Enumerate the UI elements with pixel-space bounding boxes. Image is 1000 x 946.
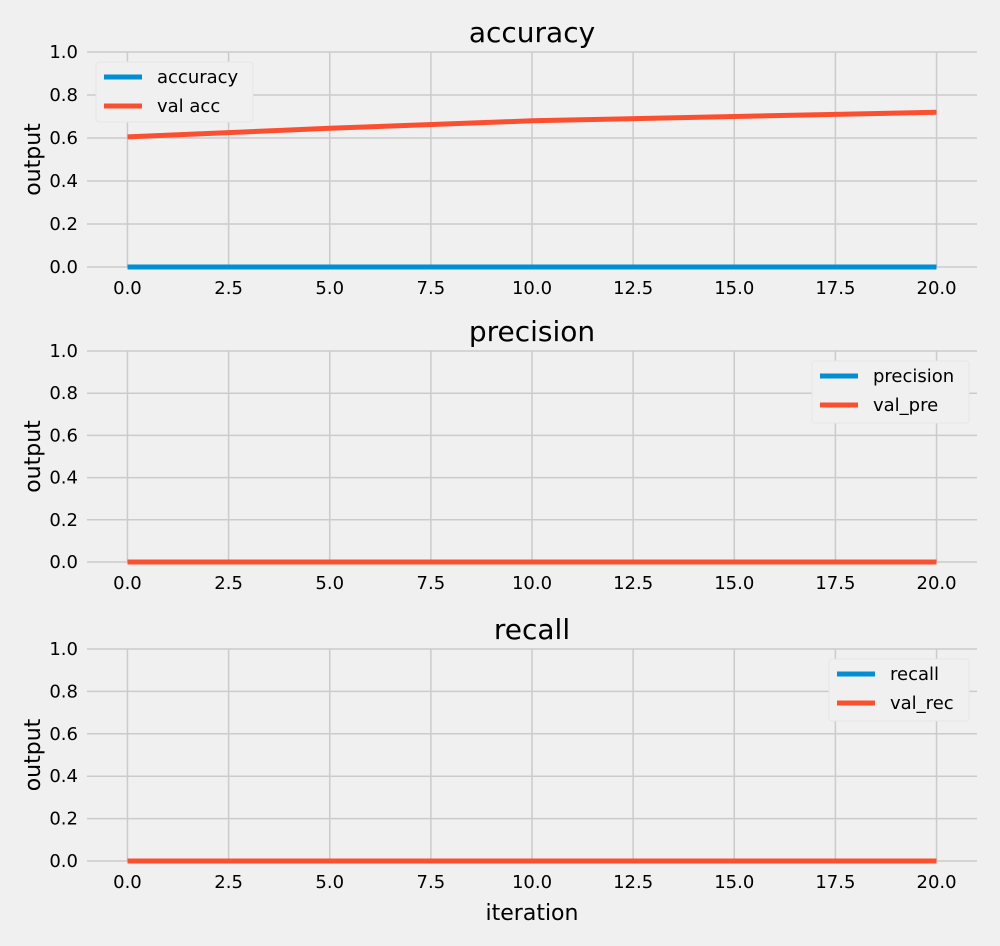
y-axis-label: output [21,123,46,196]
legend-label: val_rec [890,693,954,714]
y-axis-label: output [21,718,46,791]
x-tick-label: 20.0 [917,573,957,594]
x-tick-label: 15.0 [714,872,754,893]
legend-label: accuracy [157,67,239,88]
series-line-val-acc [127,109,937,140]
x-tick-label: 5.0 [315,573,344,594]
y-tick-label: 1.0 [49,341,78,362]
y-tick-label: 0.8 [49,85,78,106]
x-tick-label: 0.0 [113,278,142,299]
x-tick-label: 15.0 [714,573,754,594]
chart-title: accuracy [469,16,595,49]
x-tick-label: 2.5 [214,278,243,299]
y-axis-label: output [21,420,46,493]
x-tick-label: 0.0 [113,872,142,893]
x-tick-label: 17.5 [815,573,855,594]
legend: precision val_pre [811,360,970,424]
x-tick-label: 5.0 [315,278,344,299]
y-tick-label: 0.0 [49,552,78,573]
y-tick-label: 0.8 [49,383,78,404]
x-tick-label: 10.0 [512,573,552,594]
y-tick-label: 1.0 [49,639,78,660]
legend-label: val acc [157,96,220,117]
x-tick-label: 20.0 [917,872,957,893]
x-tick-label: 5.0 [315,872,344,893]
y-tick-label: 0.2 [49,809,78,830]
legend-label: precision [873,366,954,387]
y-tick-label: 0.4 [49,468,78,489]
x-tick-label: 2.5 [214,573,243,594]
y-tick-label: 0.4 [49,171,78,192]
x-tick-label: 7.5 [417,278,446,299]
x-tick-label: 0.0 [113,573,142,594]
legend: accuracy val acc [95,61,254,123]
chart-title: precision [469,315,595,348]
x-tick-label: 7.5 [417,573,446,594]
y-tick-label: 0.6 [49,425,78,446]
y-tick-label: 0.8 [49,681,78,702]
x-axis-label: iteration [486,901,579,926]
chart-title: recall [494,613,570,646]
x-tick-label: 12.5 [613,872,653,893]
y-tick-label: 0.6 [49,128,78,149]
x-tick-label: 2.5 [214,872,243,893]
x-tick-label: 10.0 [512,278,552,299]
legend-label: recall [890,664,939,685]
y-tick-label: 0.6 [49,724,78,745]
subplot-accuracy: 0.0 2.5 5.0 7.5 10.0 12.5 15.0 17.5 20.0 0.0 0.2 0.… [21,16,977,299]
legend: recall val_rec [828,658,970,722]
y-tick-label: 0.4 [49,766,78,787]
x-tick-label: 17.5 [815,872,855,893]
legend-label: val_pre [873,395,938,416]
x-tick-label: 15.0 [714,278,754,299]
x-tick-label: 7.5 [417,872,446,893]
x-tick-label: 10.0 [512,872,552,893]
y-tick-label: 1.0 [49,42,78,63]
y-tick-label: 0.0 [49,257,78,278]
y-tick-label: 0.2 [49,510,78,531]
subplot-precision: 0.0 2.5 5.0 7.5 10.0 12.5 15.0 17.5 20.0 0.0 0.2 0.… [21,315,977,594]
y-tick-label: 0.0 [49,851,78,872]
y-tick-label: 0.2 [49,214,78,235]
subplot-recall: 0.0 2.5 5.0 7.5 10.0 12.5 15.0 17.5 20.0 0.0 0.2 0.… [21,613,977,926]
x-tick-label: 20.0 [917,278,957,299]
x-tick-label: 12.5 [613,278,653,299]
x-tick-label: 17.5 [815,278,855,299]
x-tick-label: 12.5 [613,573,653,594]
